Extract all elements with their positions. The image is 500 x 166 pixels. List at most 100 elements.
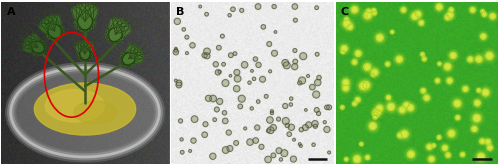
- Circle shape: [234, 140, 239, 146]
- Circle shape: [446, 153, 450, 157]
- Circle shape: [317, 76, 321, 80]
- Circle shape: [396, 132, 404, 139]
- Circle shape: [238, 104, 243, 109]
- Circle shape: [426, 144, 432, 150]
- Circle shape: [342, 84, 349, 92]
- Circle shape: [174, 50, 178, 55]
- Circle shape: [402, 101, 410, 109]
- Circle shape: [298, 142, 302, 146]
- Circle shape: [234, 70, 240, 75]
- Circle shape: [400, 107, 405, 113]
- Circle shape: [340, 44, 349, 54]
- Circle shape: [393, 53, 406, 66]
- Circle shape: [398, 106, 406, 114]
- Circle shape: [442, 145, 448, 151]
- Circle shape: [341, 83, 350, 93]
- Circle shape: [217, 99, 222, 104]
- Circle shape: [444, 62, 452, 71]
- Circle shape: [192, 116, 198, 122]
- Circle shape: [404, 101, 417, 114]
- Circle shape: [180, 150, 184, 155]
- Circle shape: [172, 49, 179, 55]
- Circle shape: [398, 105, 407, 115]
- Circle shape: [276, 148, 281, 153]
- Circle shape: [460, 151, 466, 158]
- Circle shape: [279, 158, 283, 162]
- Circle shape: [448, 51, 458, 60]
- Circle shape: [444, 152, 452, 159]
- Circle shape: [479, 32, 488, 41]
- Circle shape: [268, 70, 272, 73]
- Circle shape: [302, 125, 308, 130]
- Circle shape: [304, 108, 308, 112]
- Circle shape: [306, 75, 310, 77]
- Circle shape: [463, 87, 468, 91]
- Circle shape: [390, 30, 394, 34]
- Circle shape: [436, 61, 442, 67]
- Polygon shape: [75, 4, 94, 31]
- Circle shape: [314, 79, 322, 86]
- Circle shape: [483, 137, 493, 147]
- Circle shape: [350, 4, 360, 15]
- Circle shape: [446, 10, 455, 20]
- Circle shape: [362, 9, 374, 21]
- Circle shape: [444, 63, 450, 70]
- Circle shape: [470, 8, 475, 12]
- Circle shape: [482, 48, 497, 63]
- Text: C: C: [341, 6, 349, 17]
- Circle shape: [302, 124, 309, 131]
- Circle shape: [422, 57, 426, 61]
- Circle shape: [404, 147, 418, 161]
- Circle shape: [314, 107, 320, 113]
- Circle shape: [396, 55, 404, 63]
- Circle shape: [214, 62, 218, 67]
- Circle shape: [234, 76, 240, 82]
- Circle shape: [373, 112, 378, 116]
- Circle shape: [209, 153, 216, 160]
- Circle shape: [372, 110, 380, 118]
- Circle shape: [311, 120, 319, 127]
- Polygon shape: [72, 7, 96, 32]
- Circle shape: [352, 60, 356, 64]
- Circle shape: [328, 151, 331, 154]
- Circle shape: [476, 151, 487, 163]
- Circle shape: [276, 117, 281, 122]
- Circle shape: [244, 127, 247, 130]
- Circle shape: [190, 137, 196, 144]
- Circle shape: [270, 110, 274, 113]
- Circle shape: [488, 145, 492, 150]
- Polygon shape: [120, 52, 143, 66]
- Circle shape: [226, 145, 234, 152]
- Circle shape: [366, 156, 370, 159]
- Polygon shape: [106, 27, 132, 43]
- Circle shape: [476, 88, 481, 92]
- Circle shape: [259, 145, 264, 149]
- Circle shape: [364, 64, 370, 70]
- Circle shape: [256, 62, 262, 68]
- Circle shape: [226, 129, 232, 136]
- Circle shape: [359, 78, 374, 92]
- Circle shape: [400, 7, 406, 13]
- Circle shape: [470, 125, 478, 133]
- Circle shape: [482, 12, 487, 17]
- Circle shape: [228, 52, 234, 58]
- Circle shape: [214, 107, 220, 112]
- Circle shape: [432, 144, 436, 147]
- Circle shape: [204, 48, 210, 54]
- Circle shape: [386, 62, 390, 66]
- Circle shape: [471, 125, 478, 132]
- Circle shape: [448, 7, 454, 13]
- Circle shape: [481, 10, 484, 13]
- Circle shape: [185, 51, 188, 55]
- Circle shape: [300, 53, 306, 59]
- Circle shape: [421, 89, 426, 93]
- Circle shape: [442, 13, 452, 22]
- Circle shape: [367, 9, 370, 13]
- Circle shape: [228, 53, 233, 57]
- Circle shape: [423, 94, 430, 101]
- Circle shape: [325, 105, 329, 109]
- Circle shape: [266, 126, 274, 134]
- Circle shape: [272, 4, 276, 9]
- Circle shape: [267, 42, 272, 46]
- Circle shape: [205, 95, 212, 102]
